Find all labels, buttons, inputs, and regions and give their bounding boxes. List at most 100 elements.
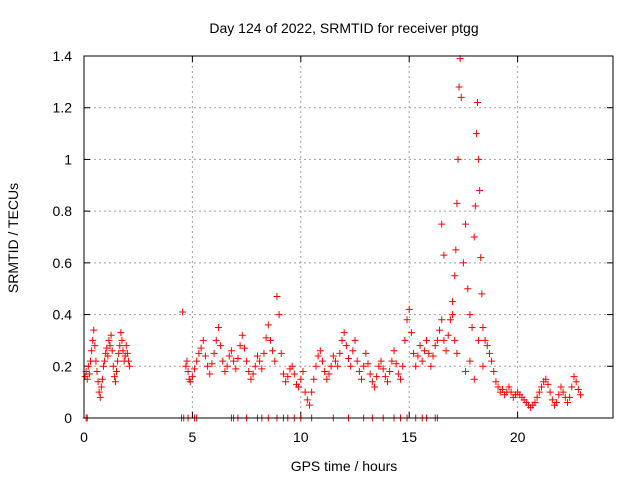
data-point bbox=[457, 93, 465, 101]
data-point bbox=[546, 388, 554, 396]
data-point bbox=[336, 349, 344, 357]
data-point bbox=[535, 388, 543, 396]
data-point bbox=[410, 349, 418, 357]
data-point bbox=[204, 362, 212, 370]
data-point bbox=[247, 375, 255, 383]
data-point bbox=[183, 357, 191, 365]
data-point bbox=[390, 347, 398, 355]
data-point bbox=[444, 331, 452, 339]
data-point bbox=[451, 272, 459, 280]
data-point bbox=[299, 367, 307, 375]
data-point bbox=[360, 362, 368, 370]
data-point bbox=[116, 342, 124, 350]
data-point bbox=[559, 388, 567, 396]
data-point bbox=[416, 342, 424, 350]
data-point bbox=[379, 365, 387, 373]
data-point bbox=[186, 378, 194, 386]
data-point bbox=[92, 357, 100, 365]
data-point bbox=[182, 362, 190, 370]
data-point bbox=[498, 386, 506, 394]
data-point bbox=[199, 336, 207, 344]
data-point bbox=[401, 336, 409, 344]
data-point bbox=[468, 324, 476, 331]
data-point bbox=[438, 220, 446, 228]
data-point bbox=[442, 347, 450, 355]
data-point bbox=[449, 298, 457, 306]
data-point bbox=[576, 391, 584, 399]
data-point bbox=[325, 370, 333, 378]
y-tick-label: 0.8 bbox=[53, 203, 73, 219]
data-point bbox=[557, 383, 565, 391]
chart-title: Day 124 of 2022, SRMTID for receiver ptg… bbox=[209, 20, 478, 36]
data-point bbox=[459, 259, 467, 267]
data-point bbox=[95, 388, 103, 396]
data-points bbox=[81, 55, 584, 422]
data-point bbox=[243, 357, 251, 365]
data-point bbox=[89, 336, 97, 344]
data-point bbox=[119, 347, 127, 355]
data-point bbox=[455, 83, 463, 91]
data-point bbox=[100, 362, 108, 370]
data-point bbox=[420, 347, 428, 355]
data-point bbox=[479, 362, 487, 370]
y-axis-label: SRMTID / TECUs bbox=[5, 183, 21, 293]
data-point bbox=[273, 292, 281, 300]
data-point bbox=[414, 352, 422, 360]
data-point bbox=[340, 329, 348, 337]
data-point bbox=[349, 347, 357, 355]
data-point bbox=[392, 360, 400, 368]
x-tick-label: 5 bbox=[189, 429, 197, 445]
data-point bbox=[475, 155, 483, 163]
data-point bbox=[97, 383, 105, 391]
y-tick-label: 0.2 bbox=[53, 358, 73, 374]
data-point bbox=[193, 357, 201, 365]
data-point bbox=[230, 357, 238, 365]
data-point bbox=[418, 357, 426, 365]
data-point bbox=[305, 401, 313, 409]
data-point bbox=[488, 357, 496, 365]
data-point bbox=[462, 367, 470, 375]
data-point bbox=[466, 311, 474, 319]
data-point bbox=[492, 378, 500, 386]
data-point bbox=[470, 233, 478, 241]
data-point bbox=[269, 347, 277, 355]
data-point bbox=[316, 347, 324, 355]
data-point bbox=[423, 336, 431, 344]
data-point bbox=[98, 375, 106, 383]
data-point bbox=[433, 336, 441, 344]
data-point bbox=[505, 383, 513, 391]
data-point bbox=[362, 349, 370, 357]
data-point bbox=[425, 349, 433, 357]
data-point bbox=[327, 362, 335, 370]
data-point bbox=[323, 375, 331, 383]
data-point bbox=[345, 355, 352, 363]
data-point bbox=[90, 326, 98, 334]
data-point bbox=[107, 331, 115, 339]
data-point bbox=[256, 357, 264, 365]
data-point bbox=[84, 362, 92, 370]
data-point bbox=[563, 398, 571, 406]
data-point bbox=[377, 357, 385, 365]
data-point bbox=[471, 202, 479, 210]
data-point bbox=[481, 336, 489, 344]
data-point bbox=[478, 290, 486, 298]
data-point bbox=[440, 251, 448, 259]
data-point bbox=[470, 375, 478, 383]
data-point bbox=[397, 375, 405, 383]
data-point bbox=[429, 352, 437, 360]
data-point bbox=[490, 367, 498, 375]
data-point bbox=[386, 367, 394, 375]
data-point bbox=[394, 370, 402, 378]
data-point bbox=[290, 370, 298, 378]
data-point bbox=[106, 342, 114, 350]
data-point bbox=[284, 373, 292, 381]
data-point bbox=[253, 352, 261, 360]
data-point bbox=[440, 336, 448, 344]
data-point bbox=[533, 393, 541, 401]
y-tick-label: 0.6 bbox=[53, 255, 73, 271]
data-point bbox=[111, 378, 119, 386]
data-point bbox=[347, 362, 355, 370]
data-point bbox=[262, 334, 270, 342]
data-point bbox=[453, 349, 461, 357]
